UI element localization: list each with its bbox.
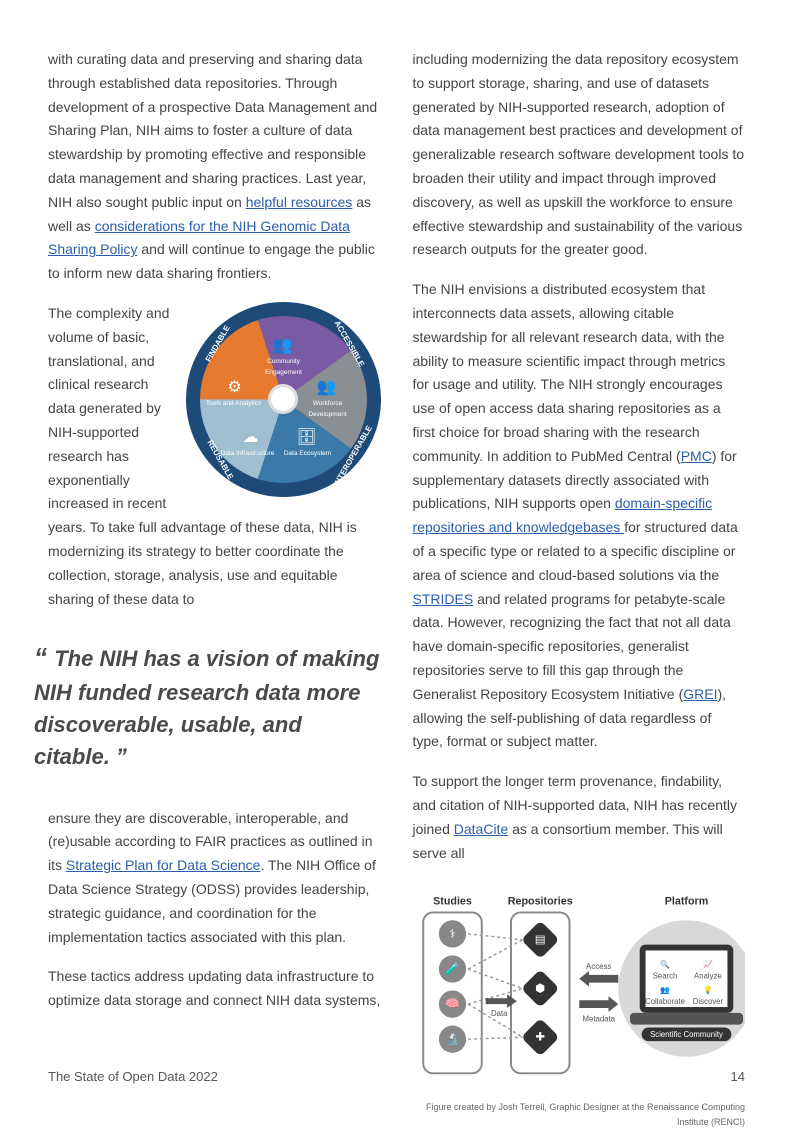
arrow-label-access: Access: [586, 962, 611, 971]
platform-label-collab: Collaborate: [645, 997, 685, 1006]
segment-label: Data Infrastructure: [218, 448, 278, 459]
segment-label: Data Ecosystem: [278, 448, 338, 459]
band-scientific-community: Scientific Community: [650, 1031, 723, 1040]
page-footer: The State of Open Data 2022 14: [48, 1069, 745, 1084]
body-text: including modernizing the data repositor…: [413, 51, 745, 257]
paragraph: These tactics address updating data infr…: [48, 965, 381, 1013]
diagram-title-repos: Repositories: [507, 896, 572, 908]
link-helpful-resources[interactable]: helpful resources: [246, 194, 353, 210]
segment-label: Tools and Analytics: [204, 398, 264, 409]
svg-text:📈: 📈: [703, 959, 713, 969]
paragraph: including modernizing the data repositor…: [413, 48, 746, 262]
database-icon: 🗄: [296, 424, 318, 446]
link-grei[interactable]: GREI: [683, 686, 717, 702]
paragraph: To support the longer term provenance, f…: [413, 770, 746, 865]
svg-text:⬢: ⬢: [535, 982, 545, 995]
svg-text:▤: ▤: [534, 934, 545, 947]
svg-text:🔬: 🔬: [445, 1032, 460, 1046]
arrow-label-data: Data: [491, 1009, 508, 1018]
pull-quote: The NIH has a vision of making NIH funde…: [34, 639, 381, 772]
footer-title: The State of Open Data 2022: [48, 1069, 218, 1084]
paragraph: ensure they are discoverable, interopera…: [48, 807, 381, 950]
diagram-title-platform: Platform: [664, 896, 707, 908]
platform-label-analyze: Analyze: [694, 972, 722, 981]
ecosystem-diagram: Studies Repositories Platform ⚕ 🧪 🧠 🔬 ▤ …: [413, 891, 746, 1086]
svg-text:🧪: 🧪: [445, 962, 460, 976]
body-text: The NIH envisions a distributed ecosyste…: [413, 281, 726, 464]
body-text: with curating data and preserving and sh…: [48, 51, 377, 210]
paragraph: The NIH envisions a distributed ecosyste…: [413, 278, 746, 754]
right-column: including modernizing the data repositor…: [413, 48, 746, 1048]
arrow-label-metadata: Metadata: [582, 1015, 615, 1024]
figure-caption: Figure created by Josh Terrell, Graphic …: [413, 1100, 746, 1131]
platform-label-search: Search: [652, 972, 677, 981]
svg-text:👥: 👥: [660, 986, 670, 995]
segment-label: Community Engagement: [254, 356, 314, 378]
segment-label: Workforce Development: [298, 398, 358, 420]
people-icon: 👥: [272, 332, 294, 354]
link-datacite[interactable]: DataCite: [454, 821, 508, 837]
two-column-layout: with curating data and preserving and sh…: [48, 48, 745, 1048]
link-strides[interactable]: STRIDES: [413, 591, 474, 607]
svg-text:🔍: 🔍: [660, 959, 670, 969]
link-pmc[interactable]: PMC: [681, 448, 712, 464]
svg-text:✚: ✚: [535, 1031, 545, 1044]
people-icon: 👥: [316, 374, 338, 396]
quote-text: The NIH has a vision of making NIH funde…: [34, 646, 379, 768]
svg-text:💡: 💡: [703, 985, 713, 995]
diagram-title-studies: Studies: [433, 896, 472, 908]
body-text: These tactics address updating data infr…: [48, 968, 380, 1008]
fair-wheel-figure: FINDABLE ACCESSIBLE INTEROPERABLE REUSAB…: [186, 302, 381, 497]
cloud-icon: ☁: [240, 424, 262, 446]
left-column: with curating data and preserving and sh…: [48, 48, 381, 1048]
svg-text:🧠: 🧠: [445, 998, 460, 1011]
gear-icon: ⚙: [224, 374, 246, 396]
paragraph: with curating data and preserving and sh…: [48, 48, 381, 286]
page-number: 14: [731, 1069, 745, 1084]
paragraph-with-figure: FINDABLE ACCESSIBLE INTEROPERABLE REUSAB…: [48, 302, 381, 611]
svg-text:⚕: ⚕: [449, 928, 455, 941]
platform-label-discover: Discover: [692, 997, 723, 1006]
link-strategic-plan[interactable]: Strategic Plan for Data Science: [66, 857, 261, 873]
